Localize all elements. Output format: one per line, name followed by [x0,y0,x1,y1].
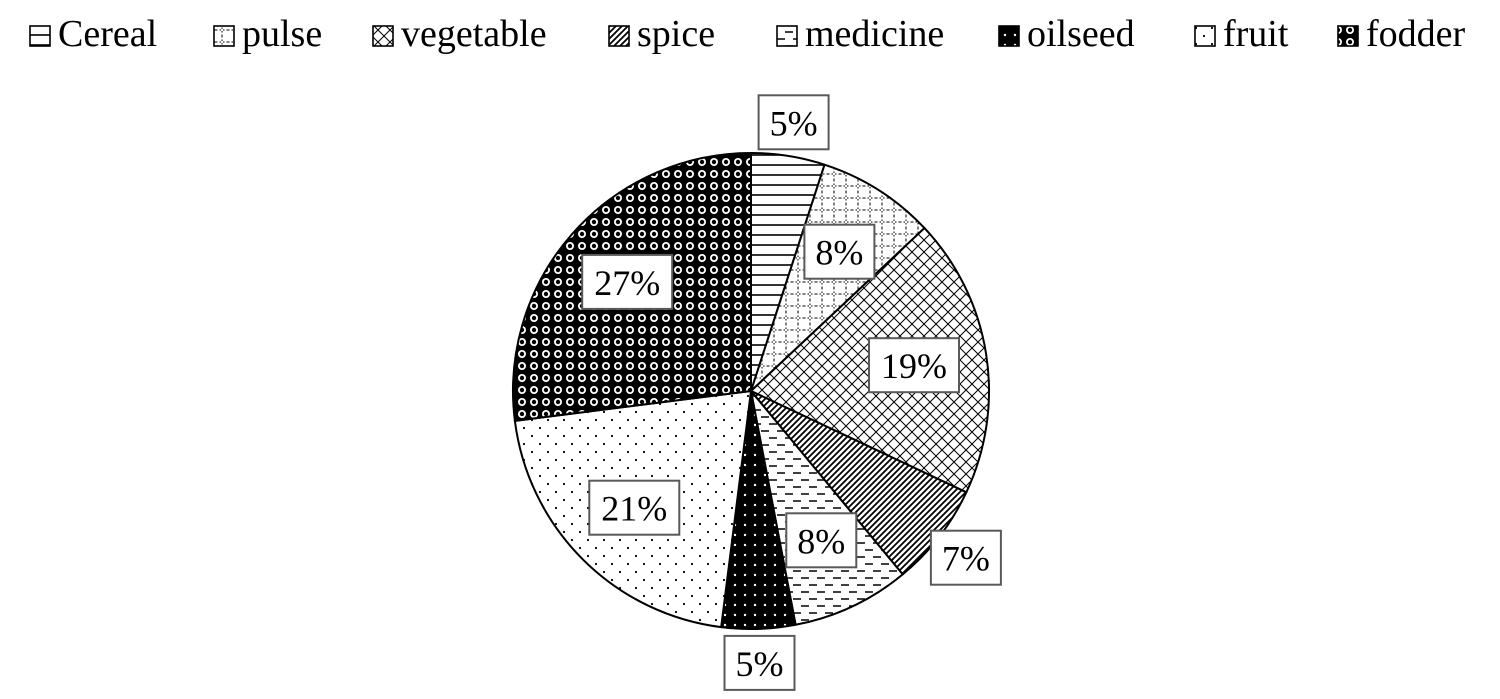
data-label-box-oilseed [723,634,796,691]
data-label-box-medicine [785,512,858,569]
data-label-text-pulse: 8% [815,233,863,273]
data-label-box-spice [929,529,1002,586]
legend-swatch-cereal [29,25,51,47]
legend: Cereal pulse vegetable spice medicine oilseed… [29,13,1466,55]
legend-swatch-medicine [776,25,798,47]
legend-entry-fodder: fodder [1337,13,1466,55]
data-label-text-oilseed: 5% [736,644,784,684]
legend-label-fruit: fruit [1223,13,1289,55]
data-label-pulse: 8% [803,223,876,280]
data-label-spice: 7% [929,529,1002,586]
data-label-box-fodder [581,253,674,310]
legend-entry-fruit: fruit [1194,13,1289,55]
data-label-cereal: 5% [757,94,830,151]
data-label-vegetable: 19% [868,337,960,394]
legend-swatch-pulse [213,25,235,47]
legend-label-medicine: medicine [805,13,944,55]
legend-label-cereal: Cereal [58,13,157,55]
legend-entry-pulse: pulse [213,13,322,55]
data-label-text-medicine: 8% [797,521,845,561]
legend-entry-oilseed: oilseed [998,13,1135,55]
legend-label-fodder: fodder [1366,13,1466,55]
data-label-text-fodder: 27% [594,263,660,303]
legend-entry-vegetable: vegetable [372,13,547,55]
data-label-text-vegetable: 19% [881,346,947,386]
legend-entry-spice: spice [608,13,715,55]
data-label-text-cereal: 5% [770,103,818,143]
legend-swatch-oilseed [998,25,1020,47]
data-label-oilseed: 5% [723,634,796,691]
legend-label-spice: spice [637,13,715,55]
legend-swatch-vegetable [372,25,394,47]
data-label-box-pulse [803,223,876,280]
data-label-fruit: 21% [588,479,681,536]
data-label-text-spice: 7% [942,539,990,579]
data-label-text-fruit: 21% [601,489,667,529]
data-label-box-cereal [757,94,830,151]
legend-swatch-spice [608,25,630,47]
data-label-box-vegetable [868,337,960,394]
legend-label-vegetable: vegetable [401,13,547,55]
legend-label-oilseed: oilseed [1027,13,1135,55]
legend-swatch-fodder [1337,25,1359,47]
data-label-box-fruit [588,479,681,536]
legend-swatch-fruit [1194,25,1216,47]
data-label-medicine: 8% [785,512,858,569]
legend-entry-medicine: medicine [776,13,944,55]
legend-label-pulse: pulse [242,13,322,55]
data-label-fodder: 27% [581,253,674,310]
legend-entry-cereal: Cereal [29,13,157,55]
data-labels: 5% 8% 19% 7% 8% 5% 21% 27% [581,94,1002,691]
